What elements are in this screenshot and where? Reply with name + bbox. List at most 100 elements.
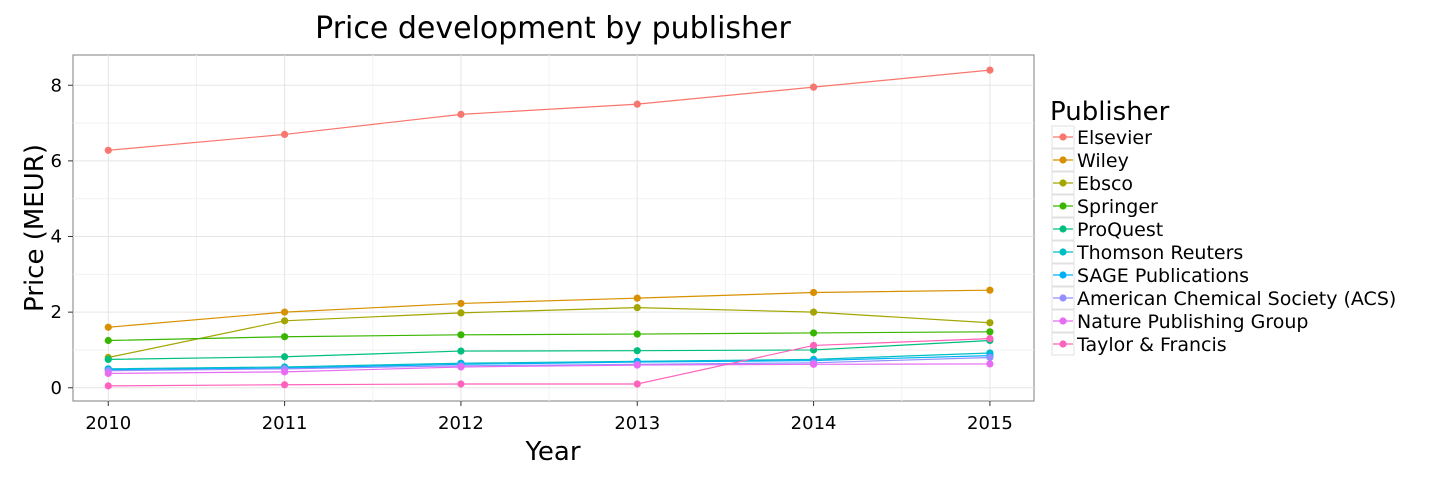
data-point xyxy=(457,309,465,317)
data-point xyxy=(280,333,289,341)
legend-item: ProQuest xyxy=(1051,217,1163,241)
data-point xyxy=(457,331,465,339)
x-tick-label: 2015 xyxy=(967,413,1013,434)
series-line xyxy=(108,331,990,342)
legend-key-point xyxy=(1059,133,1067,141)
data-point xyxy=(633,347,641,355)
data-point xyxy=(104,323,112,331)
data-point xyxy=(633,330,641,338)
y-tick-label: 2 xyxy=(51,302,62,323)
x-axis-title: Year xyxy=(524,437,580,467)
plot-panel xyxy=(72,54,1035,402)
series-2 xyxy=(104,303,994,362)
legend-label: American Chemical Society (ACS) xyxy=(1077,288,1396,310)
data-point xyxy=(633,100,641,108)
series-0 xyxy=(104,66,994,154)
legend-item: Wiley xyxy=(1051,148,1129,172)
legend-item: Elsevier xyxy=(1051,125,1152,149)
legend-item: Ebsco xyxy=(1051,171,1133,195)
series-8 xyxy=(104,360,994,377)
legend-label: SAGE Publications xyxy=(1077,265,1249,287)
series-1 xyxy=(104,286,994,331)
data-point xyxy=(986,335,994,343)
data-point xyxy=(986,319,994,327)
series-line xyxy=(108,339,990,361)
data-point xyxy=(104,382,112,390)
legend-item: Thomson Reuters xyxy=(1051,240,1243,264)
y-tick-label: 6 xyxy=(51,151,62,172)
legend-label: Nature Publishing Group xyxy=(1077,311,1308,333)
data-point xyxy=(809,341,818,350)
x-tick-label: 2011 xyxy=(262,413,308,434)
series-line xyxy=(108,356,990,372)
data-point xyxy=(104,355,112,364)
legend-item: Nature Publishing Group xyxy=(1051,309,1308,333)
data-point xyxy=(809,288,818,297)
data-point xyxy=(280,308,289,316)
legend: Publisher ElsevierWileyEbscoSpringerProQ… xyxy=(1050,97,1396,356)
legend-key-point xyxy=(1059,179,1067,187)
x-tick-label: 2012 xyxy=(438,413,484,434)
legend-key-point xyxy=(1059,248,1067,256)
legend-item: Taylor & Francis xyxy=(1051,332,1227,356)
y-axis-ticks: 0 2 4 6 8 xyxy=(51,75,73,399)
legend-key-point xyxy=(1059,156,1067,164)
y-tick-label: 8 xyxy=(51,75,62,96)
data-point xyxy=(457,299,465,308)
data-point xyxy=(809,360,818,368)
chart-title: Price development by publisher xyxy=(315,11,791,46)
legend-key-point xyxy=(1059,317,1067,325)
data-point xyxy=(986,328,994,336)
series-line xyxy=(108,363,990,374)
legend-label: Elsevier xyxy=(1077,127,1152,149)
data-point xyxy=(280,353,289,361)
legend-key-point xyxy=(1059,294,1067,302)
legend-key-point xyxy=(1059,225,1067,233)
data-point xyxy=(633,303,641,312)
data-point xyxy=(633,380,641,388)
series-line xyxy=(108,306,990,359)
data-point xyxy=(633,294,641,302)
data-point xyxy=(280,368,289,376)
data-point xyxy=(280,317,289,325)
legend-label: Taylor & Francis xyxy=(1076,334,1227,356)
legend-key-point xyxy=(1059,271,1067,279)
data-point xyxy=(986,286,994,294)
x-tick-label: 2010 xyxy=(85,413,131,434)
data-point xyxy=(280,130,289,139)
legend-label: Springer xyxy=(1077,196,1158,218)
data-point xyxy=(809,329,818,337)
data-point xyxy=(104,369,112,377)
legend-label: Ebsco xyxy=(1077,173,1133,195)
legend-key-point xyxy=(1059,340,1067,348)
series-line xyxy=(108,338,990,387)
data-point xyxy=(104,336,112,345)
series-layer xyxy=(104,66,994,390)
data-point xyxy=(104,146,112,154)
y-tick-label: 0 xyxy=(51,378,62,399)
series-line xyxy=(108,289,990,328)
legend-item: Springer xyxy=(1051,194,1158,218)
grid xyxy=(73,55,1034,401)
y-tick-label: 4 xyxy=(51,227,62,248)
data-point xyxy=(633,361,641,369)
x-axis-ticks: 2010 2011 2012 2013 2014 2015 xyxy=(85,401,1013,434)
y-axis-title: Price (MEUR) xyxy=(20,144,50,312)
x-tick-label: 2014 xyxy=(791,413,837,434)
data-point xyxy=(986,353,994,362)
series-9 xyxy=(104,335,994,390)
series-line xyxy=(108,352,990,370)
series-3 xyxy=(104,328,994,345)
data-point xyxy=(457,380,465,388)
x-tick-label: 2013 xyxy=(614,413,660,434)
legend-label: Thomson Reuters xyxy=(1076,242,1243,264)
legend-key-point xyxy=(1059,202,1067,210)
legend-label: ProQuest xyxy=(1077,219,1163,241)
legend-items: ElsevierWileyEbscoSpringerProQuestThomso… xyxy=(1051,125,1396,356)
data-point xyxy=(809,308,818,316)
data-point xyxy=(280,381,289,389)
data-point xyxy=(986,66,994,74)
data-point xyxy=(809,83,818,91)
legend-item: SAGE Publications xyxy=(1051,263,1249,287)
